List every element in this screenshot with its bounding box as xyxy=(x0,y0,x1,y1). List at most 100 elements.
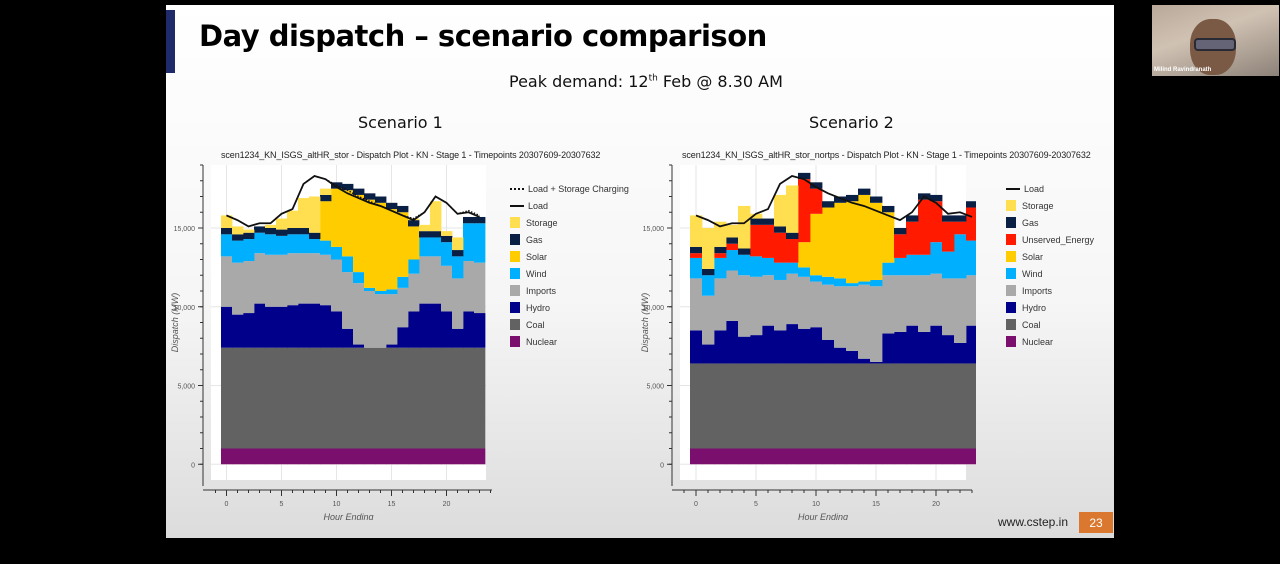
legend-color-swatch xyxy=(510,336,520,347)
bar-segment xyxy=(822,201,835,208)
legend-item-wind[interactable]: Wind xyxy=(510,265,629,282)
legend-item-load-storage-charging[interactable]: Load + Storage Charging xyxy=(510,180,629,197)
bar-segment xyxy=(243,261,255,314)
bar-segment xyxy=(774,330,787,364)
bar-segment xyxy=(762,224,775,258)
x-tick-label: 0 xyxy=(225,501,229,508)
bar-segment xyxy=(474,448,486,465)
legend-item-unserved-energy[interactable]: Unserved_Energy xyxy=(1006,231,1094,248)
bar-segment xyxy=(738,448,751,465)
bar-segment xyxy=(942,335,955,364)
legend-item-solar[interactable]: Solar xyxy=(510,248,629,265)
bar-segment xyxy=(320,347,332,449)
legend-item-storage[interactable]: Storage xyxy=(510,214,629,231)
bar-segment xyxy=(954,234,967,279)
y-axis-label: Dispatch (MW) xyxy=(640,293,650,353)
bar-segment xyxy=(726,270,739,321)
series-coal xyxy=(690,363,976,449)
legend-color-swatch xyxy=(1006,251,1016,262)
legend-item-coal[interactable]: Coal xyxy=(510,316,629,333)
bar-segment xyxy=(265,448,277,465)
bar-segment xyxy=(690,253,703,258)
bar-segment xyxy=(858,448,871,465)
legend-label: Wind xyxy=(526,268,547,279)
bar-segment xyxy=(786,185,799,233)
webcam-video-tile[interactable]: Milind Ravindranath xyxy=(1152,5,1279,76)
bar-segment xyxy=(353,283,365,345)
bar-segment xyxy=(882,275,895,334)
series-storage xyxy=(221,188,464,251)
bar-segment xyxy=(309,253,321,304)
bar-segment xyxy=(822,276,835,285)
bar-segment xyxy=(846,350,859,364)
bar-segment xyxy=(452,250,464,257)
bar-segment xyxy=(386,294,398,345)
bar-segment xyxy=(287,347,299,449)
bar-segment xyxy=(834,363,847,449)
bar-segment xyxy=(309,303,321,348)
bar-segment xyxy=(452,328,464,348)
bar-segment xyxy=(738,363,751,449)
bar-segment xyxy=(690,330,703,364)
series-solar xyxy=(320,188,420,291)
legend-item-hydro[interactable]: Hydro xyxy=(1006,299,1094,316)
bar-segment xyxy=(966,325,976,364)
bar-segment xyxy=(858,358,871,364)
bar-segment xyxy=(894,331,907,364)
legend-item-storage[interactable]: Storage xyxy=(1006,197,1094,214)
bar-segment xyxy=(786,262,799,274)
bar-segment xyxy=(342,448,354,465)
bar-segment xyxy=(276,218,288,230)
bar-segment xyxy=(276,229,288,236)
legend-item-hydro[interactable]: Hydro xyxy=(510,299,629,316)
bar-segment xyxy=(408,220,420,227)
legend-item-load[interactable]: Load xyxy=(510,197,629,214)
bar-segment xyxy=(298,347,310,449)
bar-segment xyxy=(441,235,453,243)
legend-item-coal[interactable]: Coal xyxy=(1006,316,1094,333)
legend-color-swatch xyxy=(1006,268,1016,279)
bar-segment xyxy=(375,196,387,203)
scenario-2-heading: Scenario 2 xyxy=(809,113,894,132)
legend-item-imports[interactable]: Imports xyxy=(510,282,629,299)
legend-item-nuclear[interactable]: Nuclear xyxy=(1006,333,1094,350)
bar-segment xyxy=(954,342,967,364)
bar-segment xyxy=(375,448,387,465)
series-imports xyxy=(221,253,486,348)
legend-label: Coal xyxy=(1022,319,1041,330)
y-axis-label: Dispatch (MW) xyxy=(170,293,180,353)
bar-segment xyxy=(386,209,398,290)
bar-segment xyxy=(254,347,266,449)
bar-segment xyxy=(331,259,343,312)
bar-segment xyxy=(419,448,431,465)
bar-segment xyxy=(287,253,299,306)
bar-segment xyxy=(798,448,811,465)
legend-item-gas[interactable]: Gas xyxy=(510,231,629,248)
legend-item-gas[interactable]: Gas xyxy=(1006,214,1094,231)
bar-segment xyxy=(309,239,321,254)
legend-item-load[interactable]: Load xyxy=(1006,180,1094,197)
bar-segment xyxy=(738,248,751,255)
legend-item-nuclear[interactable]: Nuclear xyxy=(510,333,629,350)
legend-item-wind[interactable]: Wind xyxy=(1006,265,1094,282)
bar-segment xyxy=(750,256,763,277)
bar-segment xyxy=(942,215,955,222)
bar-segment xyxy=(298,234,310,254)
bar-segment xyxy=(846,363,859,449)
bar-segment xyxy=(342,272,354,329)
bar-segment xyxy=(690,257,703,279)
bar-segment xyxy=(386,448,398,465)
bar-segment xyxy=(452,256,464,279)
bar-segment xyxy=(364,448,376,465)
bar-segment xyxy=(430,448,442,465)
legend-item-imports[interactable]: Imports xyxy=(1006,282,1094,299)
bar-segment xyxy=(452,278,464,329)
bar-segment xyxy=(408,273,420,312)
bar-segment xyxy=(452,347,464,449)
legend-item-solar[interactable]: Solar xyxy=(1006,248,1094,265)
bar-segment xyxy=(287,210,299,228)
bar-segment xyxy=(441,311,453,348)
bar-segment xyxy=(726,250,739,271)
bar-segment xyxy=(882,212,895,263)
bar-segment xyxy=(254,303,266,348)
